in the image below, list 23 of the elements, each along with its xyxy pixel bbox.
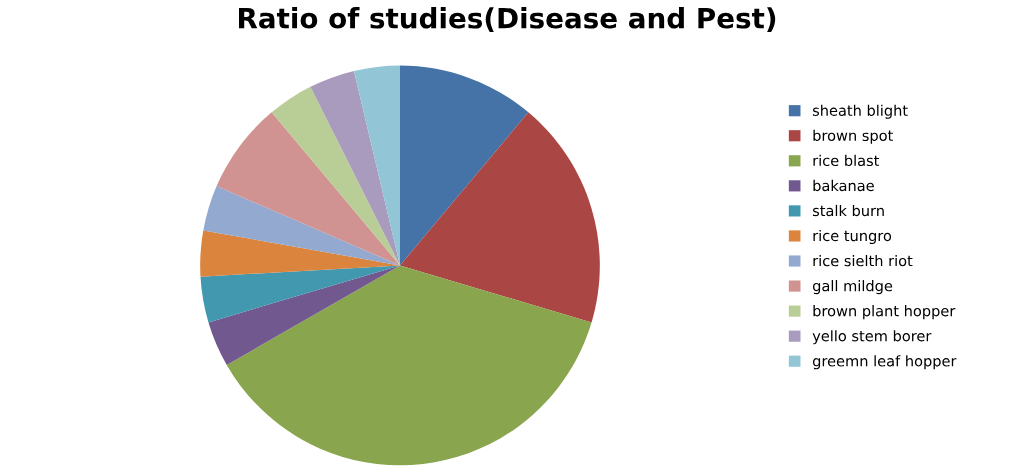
pie-slice	[203, 186, 400, 266]
pie-slice	[200, 230, 400, 277]
legend-label: greemn leaf hopper	[812, 355, 957, 370]
pie-slice	[400, 65, 529, 266]
legend-label: rice tungro	[813, 229, 892, 245]
pie-slice	[226, 265, 592, 466]
pie-slice	[216, 112, 400, 266]
pie-slice	[400, 112, 600, 323]
pie-slice	[310, 70, 400, 266]
legend-label: rice blast	[813, 154, 880, 167]
legend-label: gall mildge	[812, 280, 893, 295]
pie-slice	[271, 86, 400, 266]
legend-label: stalk burn	[812, 204, 884, 217]
legend-label: yello stem borer	[812, 330, 932, 345]
chart-title: Ratio of studies(Disease and Pest)	[239, 7, 776, 32]
legend-label: brown plant hopper	[813, 305, 956, 320]
pie-slice	[200, 265, 400, 323]
legend-label: brown spot	[813, 129, 893, 144]
legend-label: rice sielth riot	[813, 254, 913, 267]
pie-slice	[208, 265, 400, 365]
legend-label: bakanae	[813, 179, 874, 192]
pie-slice	[353, 65, 400, 266]
legend-label: sheath blight	[812, 104, 908, 119]
